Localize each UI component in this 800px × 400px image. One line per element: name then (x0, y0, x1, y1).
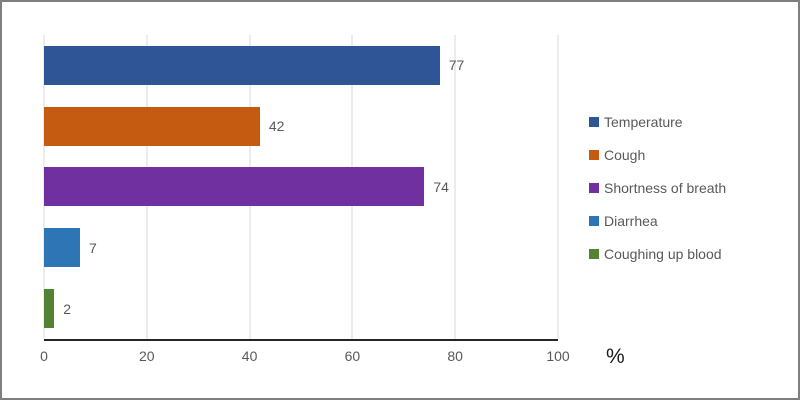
legend-item-cough: Cough (589, 138, 726, 171)
bar-temperature (44, 45, 440, 85)
legend-label: Cough (604, 146, 646, 163)
x-tick-label: 40 (241, 348, 258, 364)
bar-row: 42 (44, 96, 558, 157)
legend-label: Temperature (604, 113, 683, 130)
legend-item-shortness-of-breath: Shortness of breath (589, 171, 726, 204)
x-tick-label: 100 (546, 348, 570, 364)
x-tick-label: 20 (139, 348, 155, 364)
bar-shortness-of-breath (44, 167, 425, 207)
bar-value-label: 7 (88, 239, 97, 256)
x-axis-unit-label: % (606, 345, 625, 368)
legend-item-diarrhea: Diarrhea (589, 204, 726, 237)
bar-row: 77 (44, 35, 558, 96)
bar-value-label: 42 (268, 118, 285, 135)
legend-label: Coughing up blood (604, 245, 722, 262)
bar-row: 74 (44, 157, 558, 218)
legend-label: Diarrhea (604, 212, 658, 229)
legend-swatch-icon (589, 116, 599, 127)
plot-area: 77 42 74 7 2 (43, 35, 559, 341)
x-tick-label: 60 (344, 348, 361, 364)
bars: 77 42 74 7 2 (44, 35, 558, 339)
legend-item-temperature: Temperature (589, 105, 726, 138)
legend-item-coughing-up-blood: Coughing up blood (589, 237, 726, 270)
x-tick-label: 0 (40, 348, 48, 364)
gridline (557, 35, 559, 339)
legend-swatch-icon (589, 149, 599, 160)
bar-row: 2 (44, 278, 558, 339)
bar-value-label: 77 (448, 57, 465, 74)
legend-swatch-icon (589, 182, 599, 193)
bar-row: 7 (44, 217, 558, 278)
bar-value-label: 74 (433, 178, 449, 195)
gridline (454, 35, 456, 339)
legend: Temperature Cough Shortness of breath Diarr… (589, 105, 726, 270)
legend-label: Shortness of breath (604, 179, 727, 196)
legend-swatch-icon (589, 248, 599, 259)
bar-coughing-up-blood (44, 289, 55, 329)
legend-swatch-icon (589, 215, 599, 226)
bar-value-label: 2 (63, 300, 72, 317)
bar-cough (44, 106, 260, 146)
bar-diarrhea (44, 228, 80, 268)
x-tick-label: 80 (447, 348, 463, 364)
